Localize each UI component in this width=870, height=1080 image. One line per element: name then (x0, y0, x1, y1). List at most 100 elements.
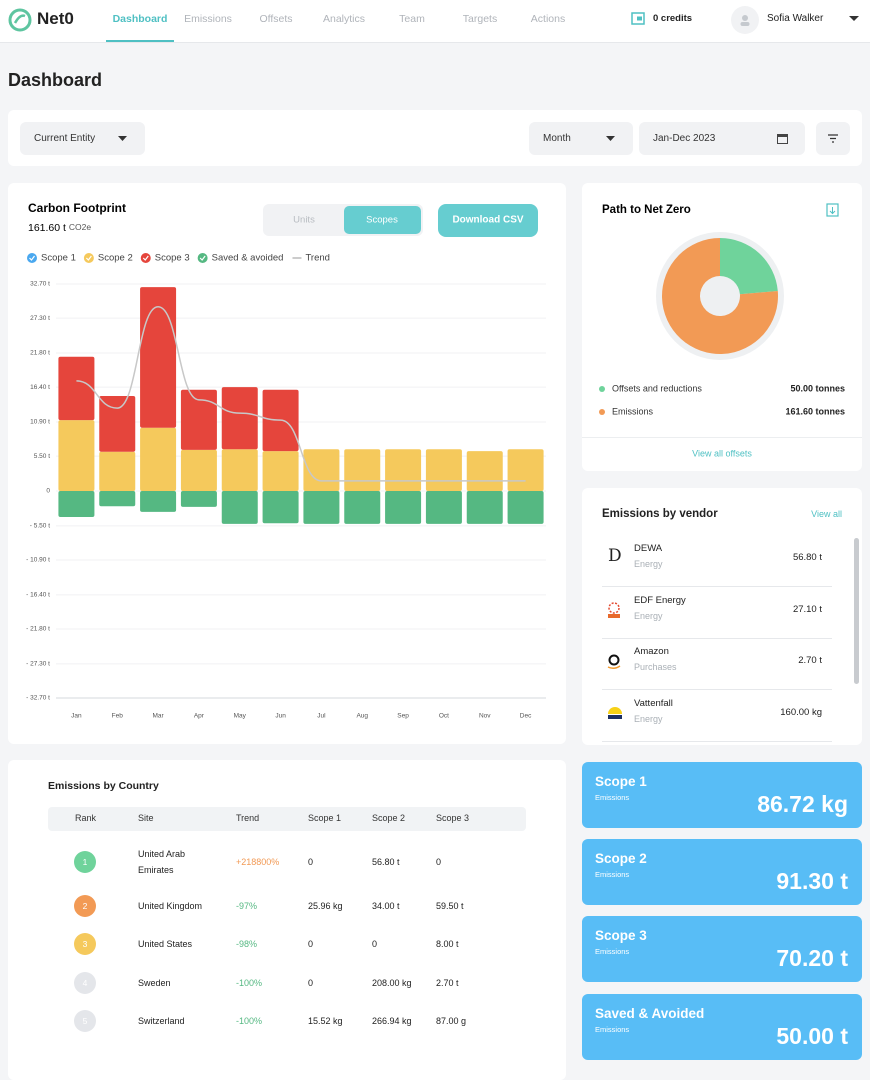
view-offsets-link[interactable]: View all offsets (692, 448, 752, 458)
rank-badge: 3 (74, 933, 96, 955)
bar-segment (180, 389, 217, 450)
filter-bar: Current Entity Month Jan-Dec 2023 (8, 110, 862, 166)
nav-item[interactable]: Emissions (184, 13, 232, 25)
scope-subtitle: Emissions (595, 947, 630, 956)
bar-segment (262, 491, 299, 524)
cell: -98% (236, 939, 258, 949)
trend-line (76, 306, 526, 482)
download-label[interactable]: Download CSV (452, 215, 523, 226)
vendor-row[interactable]: Amazon Purchases 2.70 t (602, 639, 832, 690)
cell: -100% (236, 1016, 263, 1026)
vendor-row[interactable]: D DEWA Energy 56.80 t (602, 536, 832, 587)
legend-label: Emissions (612, 406, 654, 416)
vendor-value: 2.70 t (798, 655, 822, 666)
legend-item[interactable]: Saved & avoided (197, 253, 284, 264)
bar-segment (221, 491, 258, 524)
user-name[interactable]: Sofia Walker (767, 13, 824, 24)
scope-card: Scope 1 Emissions 86.72 kg (582, 762, 862, 828)
y-tick-label: - 16.40 t (26, 592, 50, 599)
nav-item[interactable]: Dashboard (106, 0, 174, 42)
scope-subtitle: Emissions (595, 870, 630, 879)
cell: 0 (372, 939, 378, 949)
download-button[interactable] (438, 204, 538, 237)
x-tick-label: Oct (439, 713, 449, 720)
x-tick-label: Apr (194, 713, 205, 720)
x-tick-label: Jan (71, 713, 82, 720)
carbon-card: Carbon Footprint 161.60 t CO2e Units Sco… (8, 183, 566, 744)
vendor-row[interactable]: Vattenfall Energy 160.00 kg (602, 691, 832, 742)
scope-card: Scope 2 Emissions 91.30 t (582, 839, 862, 905)
date-range-label: Jan-Dec 2023 (653, 133, 716, 144)
scrollbar[interactable] (854, 538, 859, 684)
scope-title: Saved & Avoided (595, 1006, 705, 1021)
y-tick-label: - 21.80 t (26, 626, 50, 633)
cell: 0 (308, 939, 314, 949)
period-label: Month (543, 133, 571, 144)
scope-title: Scope 1 (595, 774, 647, 789)
vendor-row[interactable]: EDF Energy Energy 27.10 t (602, 588, 832, 639)
bar-segment (140, 427, 177, 491)
date-range[interactable]: Jan-Dec 2023 (639, 122, 805, 155)
scope-subtitle: Emissions (595, 1025, 630, 1034)
vendor-value: 56.80 t (792, 552, 822, 563)
bar-segment (425, 491, 462, 524)
legend-check (142, 255, 149, 261)
filter-icon (828, 134, 838, 143)
bar-segment (58, 420, 95, 491)
y-tick-label: - 10.90 t (26, 557, 50, 564)
toggle-option[interactable]: Scopes (366, 215, 398, 226)
chart-total: 161.60 t CO2e (28, 222, 91, 234)
bar-segment (344, 491, 381, 524)
toggle-option[interactable]: Units (293, 215, 315, 226)
legend-value: 50.00 tonnes (790, 383, 845, 393)
country-card: Emissions by Country Rank Site Trend Scope … (8, 760, 566, 1080)
legend-item[interactable]: Scope 1 (27, 253, 76, 264)
legend-check (85, 255, 92, 261)
avatar[interactable] (730, 5, 760, 35)
cell: 0 (308, 978, 314, 988)
nav-item[interactable]: Analytics (322, 13, 365, 25)
nav-item[interactable]: Actions (530, 13, 566, 25)
legend-swatch (27, 253, 37, 263)
legend-label: Saved & avoided (212, 253, 284, 264)
entity-select[interactable]: Current Entity (20, 122, 145, 155)
donut-slice (662, 238, 778, 354)
column-header: Scope 1 (308, 813, 342, 823)
nav: Dashboard Emissions Offsets Analytics Team Ta… (106, 0, 582, 42)
filter-button[interactable] (816, 122, 850, 155)
bar-segment (180, 449, 217, 491)
bar-segment (140, 287, 177, 428)
bar-segment (466, 451, 503, 491)
rank-number: 4 (82, 978, 88, 988)
bar-segment (262, 451, 299, 491)
bar-segment (425, 449, 462, 491)
cell: -100% (236, 978, 263, 988)
column-header: Scope 3 (436, 813, 470, 823)
legend-item[interactable]: Scope 3 (140, 253, 190, 264)
x-tick-label: Dec (520, 713, 532, 720)
legend-item[interactable]: Trend (292, 253, 330, 264)
legend-swatch (140, 253, 151, 263)
credits[interactable]: 0 credits (653, 13, 693, 24)
nav-item[interactable]: Offsets (259, 13, 293, 25)
nav-item[interactable]: Team (399, 13, 425, 25)
table-header (48, 807, 526, 831)
vendor-name: Vattenfall (634, 697, 673, 709)
legend-item[interactable]: Scope 2 (83, 253, 133, 264)
nav-item[interactable]: Targets (462, 13, 498, 25)
download-icon[interactable] (826, 203, 839, 217)
legend-label: Scope 2 (98, 253, 133, 264)
logo-icon (608, 601, 620, 618)
caret[interactable] (849, 16, 859, 22)
cell: -97% (236, 901, 258, 911)
vendor-card: Emissions by vendor View all D DEWA Energy… (582, 488, 862, 745)
legend-swatch (83, 253, 94, 263)
toggle-active[interactable] (344, 206, 421, 234)
vendor-category: Energy (634, 713, 663, 724)
period-select[interactable]: Month (529, 122, 633, 155)
legend-swatch (599, 386, 605, 392)
vendor-logo: D (608, 546, 622, 566)
legend-label: Offsets and reductions (612, 383, 702, 393)
view-all-link[interactable]: View all (811, 509, 842, 519)
cell: 208.00 kg (372, 978, 412, 988)
